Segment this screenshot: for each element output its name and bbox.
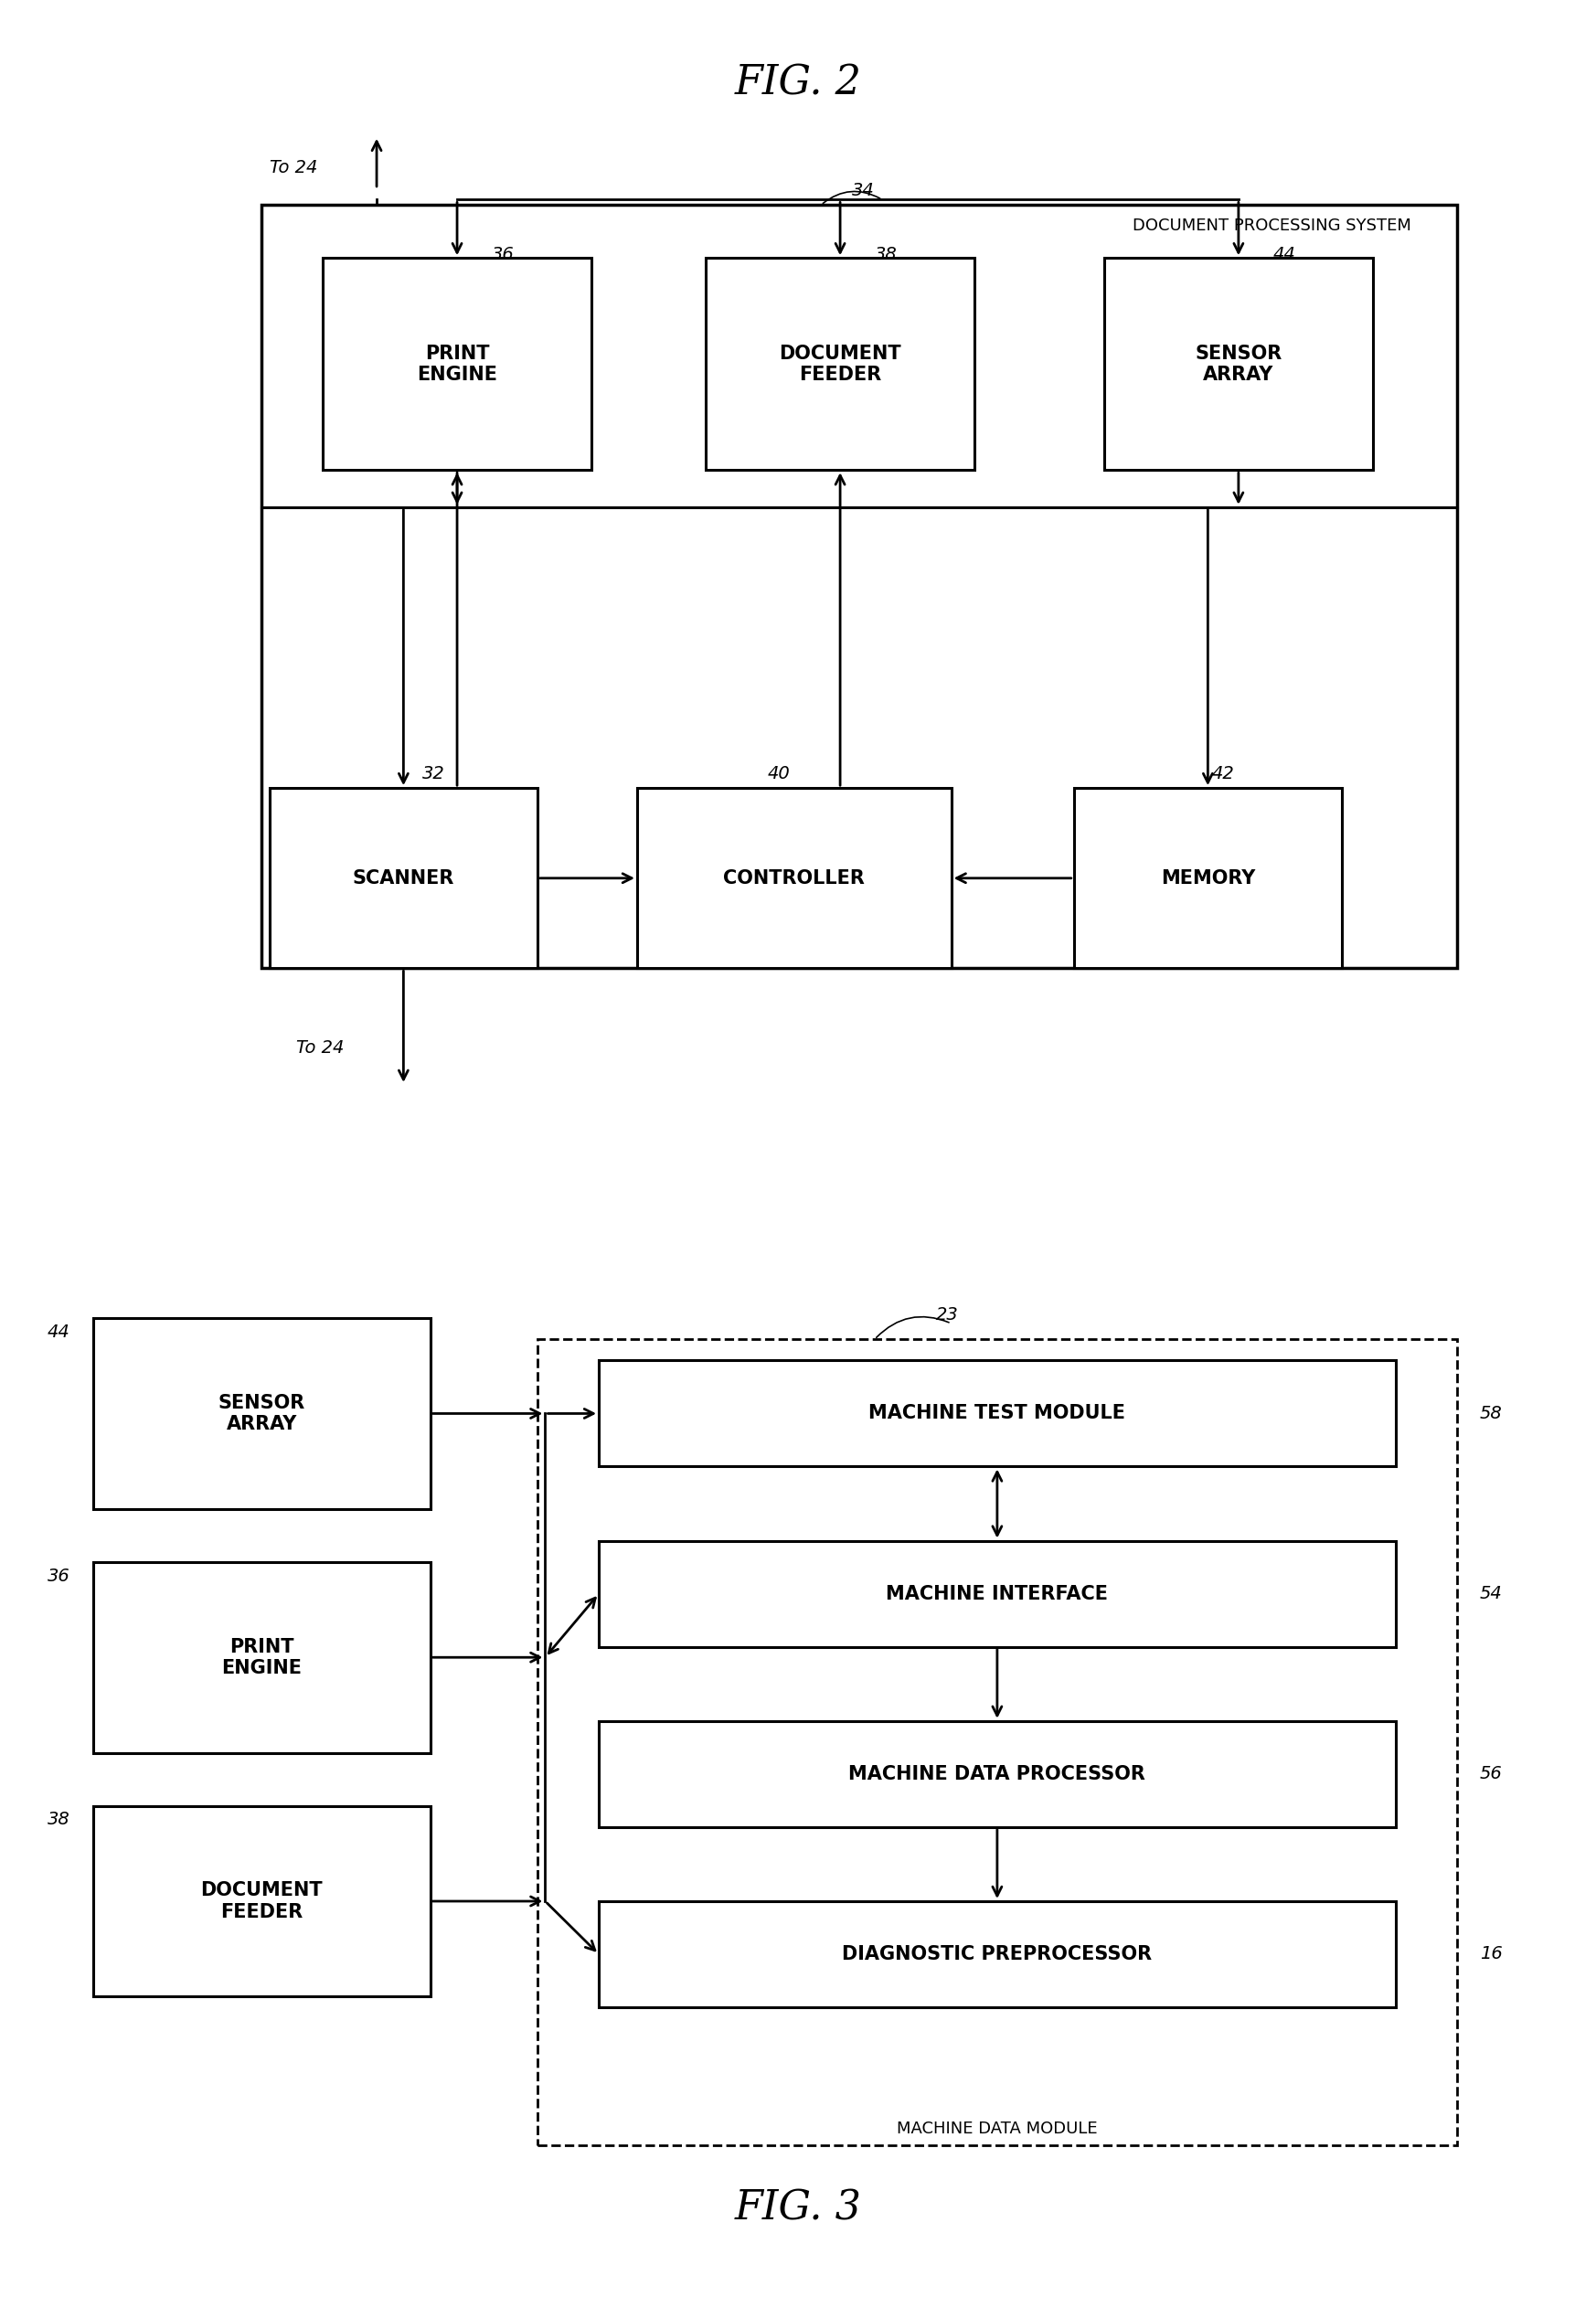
Text: 23: 23	[935, 1307, 959, 1323]
Text: 32: 32	[423, 765, 445, 783]
Text: FIG. 2: FIG. 2	[734, 64, 862, 103]
Text: DOCUMENT
FEEDER: DOCUMENT FEEDER	[779, 345, 902, 384]
Bar	[598, 1902, 1395, 2008]
Text: 36: 36	[492, 246, 514, 264]
Text: DOCUMENT PROCESSING SYSTEM: DOCUMENT PROCESSING SYSTEM	[1132, 218, 1411, 234]
Bar	[705, 257, 974, 471]
Text: DIAGNOSTIC PREPROCESSOR: DIAGNOSTIC PREPROCESSOR	[843, 1946, 1152, 1964]
Bar	[1074, 788, 1342, 969]
Bar	[93, 1805, 431, 1996]
Text: MACHINE DATA MODULE: MACHINE DATA MODULE	[897, 2120, 1098, 2139]
Text: CONTROLLER: CONTROLLER	[723, 868, 865, 887]
Text: PRINT
ENGINE: PRINT ENGINE	[417, 345, 498, 384]
Text: 38: 38	[875, 246, 897, 264]
Text: MACHINE DATA PROCESSOR: MACHINE DATA PROCESSOR	[849, 1764, 1146, 1782]
Text: 56: 56	[1479, 1766, 1502, 1782]
Text: 54: 54	[1479, 1585, 1502, 1603]
Text: 36: 36	[48, 1567, 70, 1585]
Text: 58: 58	[1479, 1406, 1502, 1422]
Bar	[637, 788, 951, 969]
Bar	[262, 204, 1457, 969]
Text: SENSOR
ARRAY: SENSOR ARRAY	[1195, 345, 1282, 384]
Bar	[598, 1541, 1395, 1647]
Text: 16: 16	[1479, 1946, 1502, 1964]
Bar	[93, 1562, 431, 1753]
Text: 42: 42	[1211, 765, 1234, 783]
Text: MEMORY: MEMORY	[1160, 868, 1254, 887]
Text: PRINT
ENGINE: PRINT ENGINE	[222, 1638, 302, 1677]
Text: FIG. 3: FIG. 3	[734, 2189, 862, 2228]
Bar	[270, 788, 538, 969]
Bar	[1104, 257, 1373, 471]
Text: MACHINE INTERFACE: MACHINE INTERFACE	[886, 1585, 1108, 1603]
Bar	[538, 1339, 1457, 2145]
Bar	[93, 1318, 431, 1509]
Text: To 24: To 24	[297, 1038, 345, 1057]
Text: SCANNER: SCANNER	[353, 868, 455, 887]
Bar	[322, 257, 591, 471]
Text: 40: 40	[768, 765, 790, 783]
Bar	[598, 1360, 1395, 1465]
Text: 44: 44	[48, 1323, 70, 1341]
Text: 44: 44	[1274, 246, 1296, 264]
Text: 38: 38	[48, 1810, 70, 1828]
Bar	[598, 1720, 1395, 1826]
Text: DOCUMENT
FEEDER: DOCUMENT FEEDER	[201, 1881, 322, 1920]
Text: MACHINE TEST MODULE: MACHINE TEST MODULE	[868, 1403, 1125, 1422]
Text: SENSOR
ARRAY: SENSOR ARRAY	[219, 1394, 305, 1433]
Text: To 24: To 24	[270, 158, 318, 177]
Text: 34: 34	[852, 181, 875, 200]
